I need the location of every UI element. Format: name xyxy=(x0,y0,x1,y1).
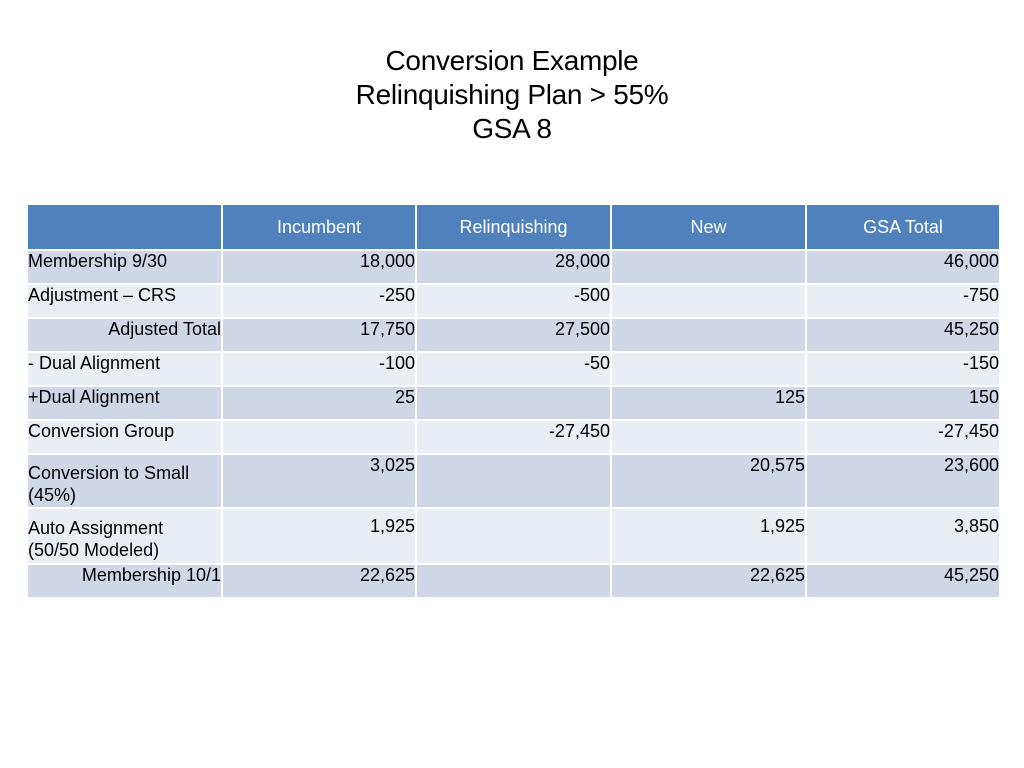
cell-relinquishing: -50 xyxy=(417,353,610,385)
header-new: New xyxy=(612,205,805,249)
cell-new xyxy=(612,319,805,351)
row-label: Auto Assignment (50/50 Modeled) xyxy=(28,509,221,563)
cell-gsa-total: 3,850 xyxy=(807,509,999,563)
conversion-table: Incumbent Relinquishing New GSA Total Me… xyxy=(26,203,1001,599)
row-label: Conversion Group xyxy=(28,421,221,453)
table-row: +Dual Alignment 25 125 150 xyxy=(28,387,999,419)
cell-relinquishing: -27,450 xyxy=(417,421,610,453)
cell-new xyxy=(612,285,805,317)
table-row: Adjustment – CRS -250 -500 -750 xyxy=(28,285,999,317)
row-label-line-2: (45%) xyxy=(28,485,77,505)
row-label: Adjusted Total xyxy=(28,319,221,351)
cell-gsa-total: -150 xyxy=(807,353,999,385)
cell-incumbent: 18,000 xyxy=(223,251,415,283)
cell-incumbent: 1,925 xyxy=(223,509,415,563)
row-label: +Dual Alignment xyxy=(28,387,221,419)
table-row: Membership 10/1 22,625 22,625 45,250 xyxy=(28,565,999,597)
cell-gsa-total: 46,000 xyxy=(807,251,999,283)
title-line-2: Relinquishing Plan > 55% xyxy=(355,79,669,110)
cell-new: 1,925 xyxy=(612,509,805,563)
slide-title: Conversion Example Relinquishing Plan > … xyxy=(0,44,1024,146)
cell-new: 125 xyxy=(612,387,805,419)
header-incumbent: Incumbent xyxy=(223,205,415,249)
table-row: Conversion to Small (45%) 3,025 20,575 2… xyxy=(28,455,999,507)
table-row: - Dual Alignment -100 -50 -150 xyxy=(28,353,999,385)
cell-incumbent: 3,025 xyxy=(223,455,415,507)
cell-relinquishing: 28,000 xyxy=(417,251,610,283)
cell-relinquishing: -500 xyxy=(417,285,610,317)
cell-relinquishing xyxy=(417,387,610,419)
row-label: Membership 10/1 xyxy=(28,565,221,597)
cell-incumbent: 25 xyxy=(223,387,415,419)
table-header-row: Incumbent Relinquishing New GSA Total xyxy=(28,205,999,249)
cell-incumbent: 22,625 xyxy=(223,565,415,597)
cell-incumbent: 17,750 xyxy=(223,319,415,351)
table-row: Conversion Group -27,450 -27,450 xyxy=(28,421,999,453)
row-label: - Dual Alignment xyxy=(28,353,221,385)
cell-gsa-total: 150 xyxy=(807,387,999,419)
row-label: Adjustment – CRS xyxy=(28,285,221,317)
cell-gsa-total: 23,600 xyxy=(807,455,999,507)
cell-new xyxy=(612,353,805,385)
title-line-1: Conversion Example xyxy=(385,45,639,76)
cell-gsa-total: -27,450 xyxy=(807,421,999,453)
table-row: Adjusted Total 17,750 27,500 45,250 xyxy=(28,319,999,351)
table-row: Auto Assignment (50/50 Modeled) 1,925 1,… xyxy=(28,509,999,563)
cell-relinquishing: 27,500 xyxy=(417,319,610,351)
row-label-line-2: (50/50 Modeled) xyxy=(28,540,160,560)
header-gsa-total: GSA Total xyxy=(807,205,999,249)
cell-new xyxy=(612,251,805,283)
cell-new xyxy=(612,421,805,453)
header-blank xyxy=(28,205,221,249)
table-row: Membership 9/30 18,000 28,000 46,000 xyxy=(28,251,999,283)
cell-new: 22,625 xyxy=(612,565,805,597)
row-label: Membership 9/30 xyxy=(28,251,221,283)
cell-incumbent: -100 xyxy=(223,353,415,385)
cell-relinquishing xyxy=(417,455,610,507)
cell-incumbent xyxy=(223,421,415,453)
cell-gsa-total: 45,250 xyxy=(807,565,999,597)
title-line-3: GSA 8 xyxy=(472,113,552,144)
row-label-line-1: Conversion to Small xyxy=(28,463,190,483)
cell-relinquishing xyxy=(417,565,610,597)
cell-relinquishing xyxy=(417,509,610,563)
cell-new: 20,575 xyxy=(612,455,805,507)
row-label: Conversion to Small (45%) xyxy=(28,455,221,507)
cell-gsa-total: -750 xyxy=(807,285,999,317)
cell-incumbent: -250 xyxy=(223,285,415,317)
header-relinquishing: Relinquishing xyxy=(417,205,610,249)
row-label-line-1: Auto Assignment xyxy=(28,518,164,538)
cell-gsa-total: 45,250 xyxy=(807,319,999,351)
